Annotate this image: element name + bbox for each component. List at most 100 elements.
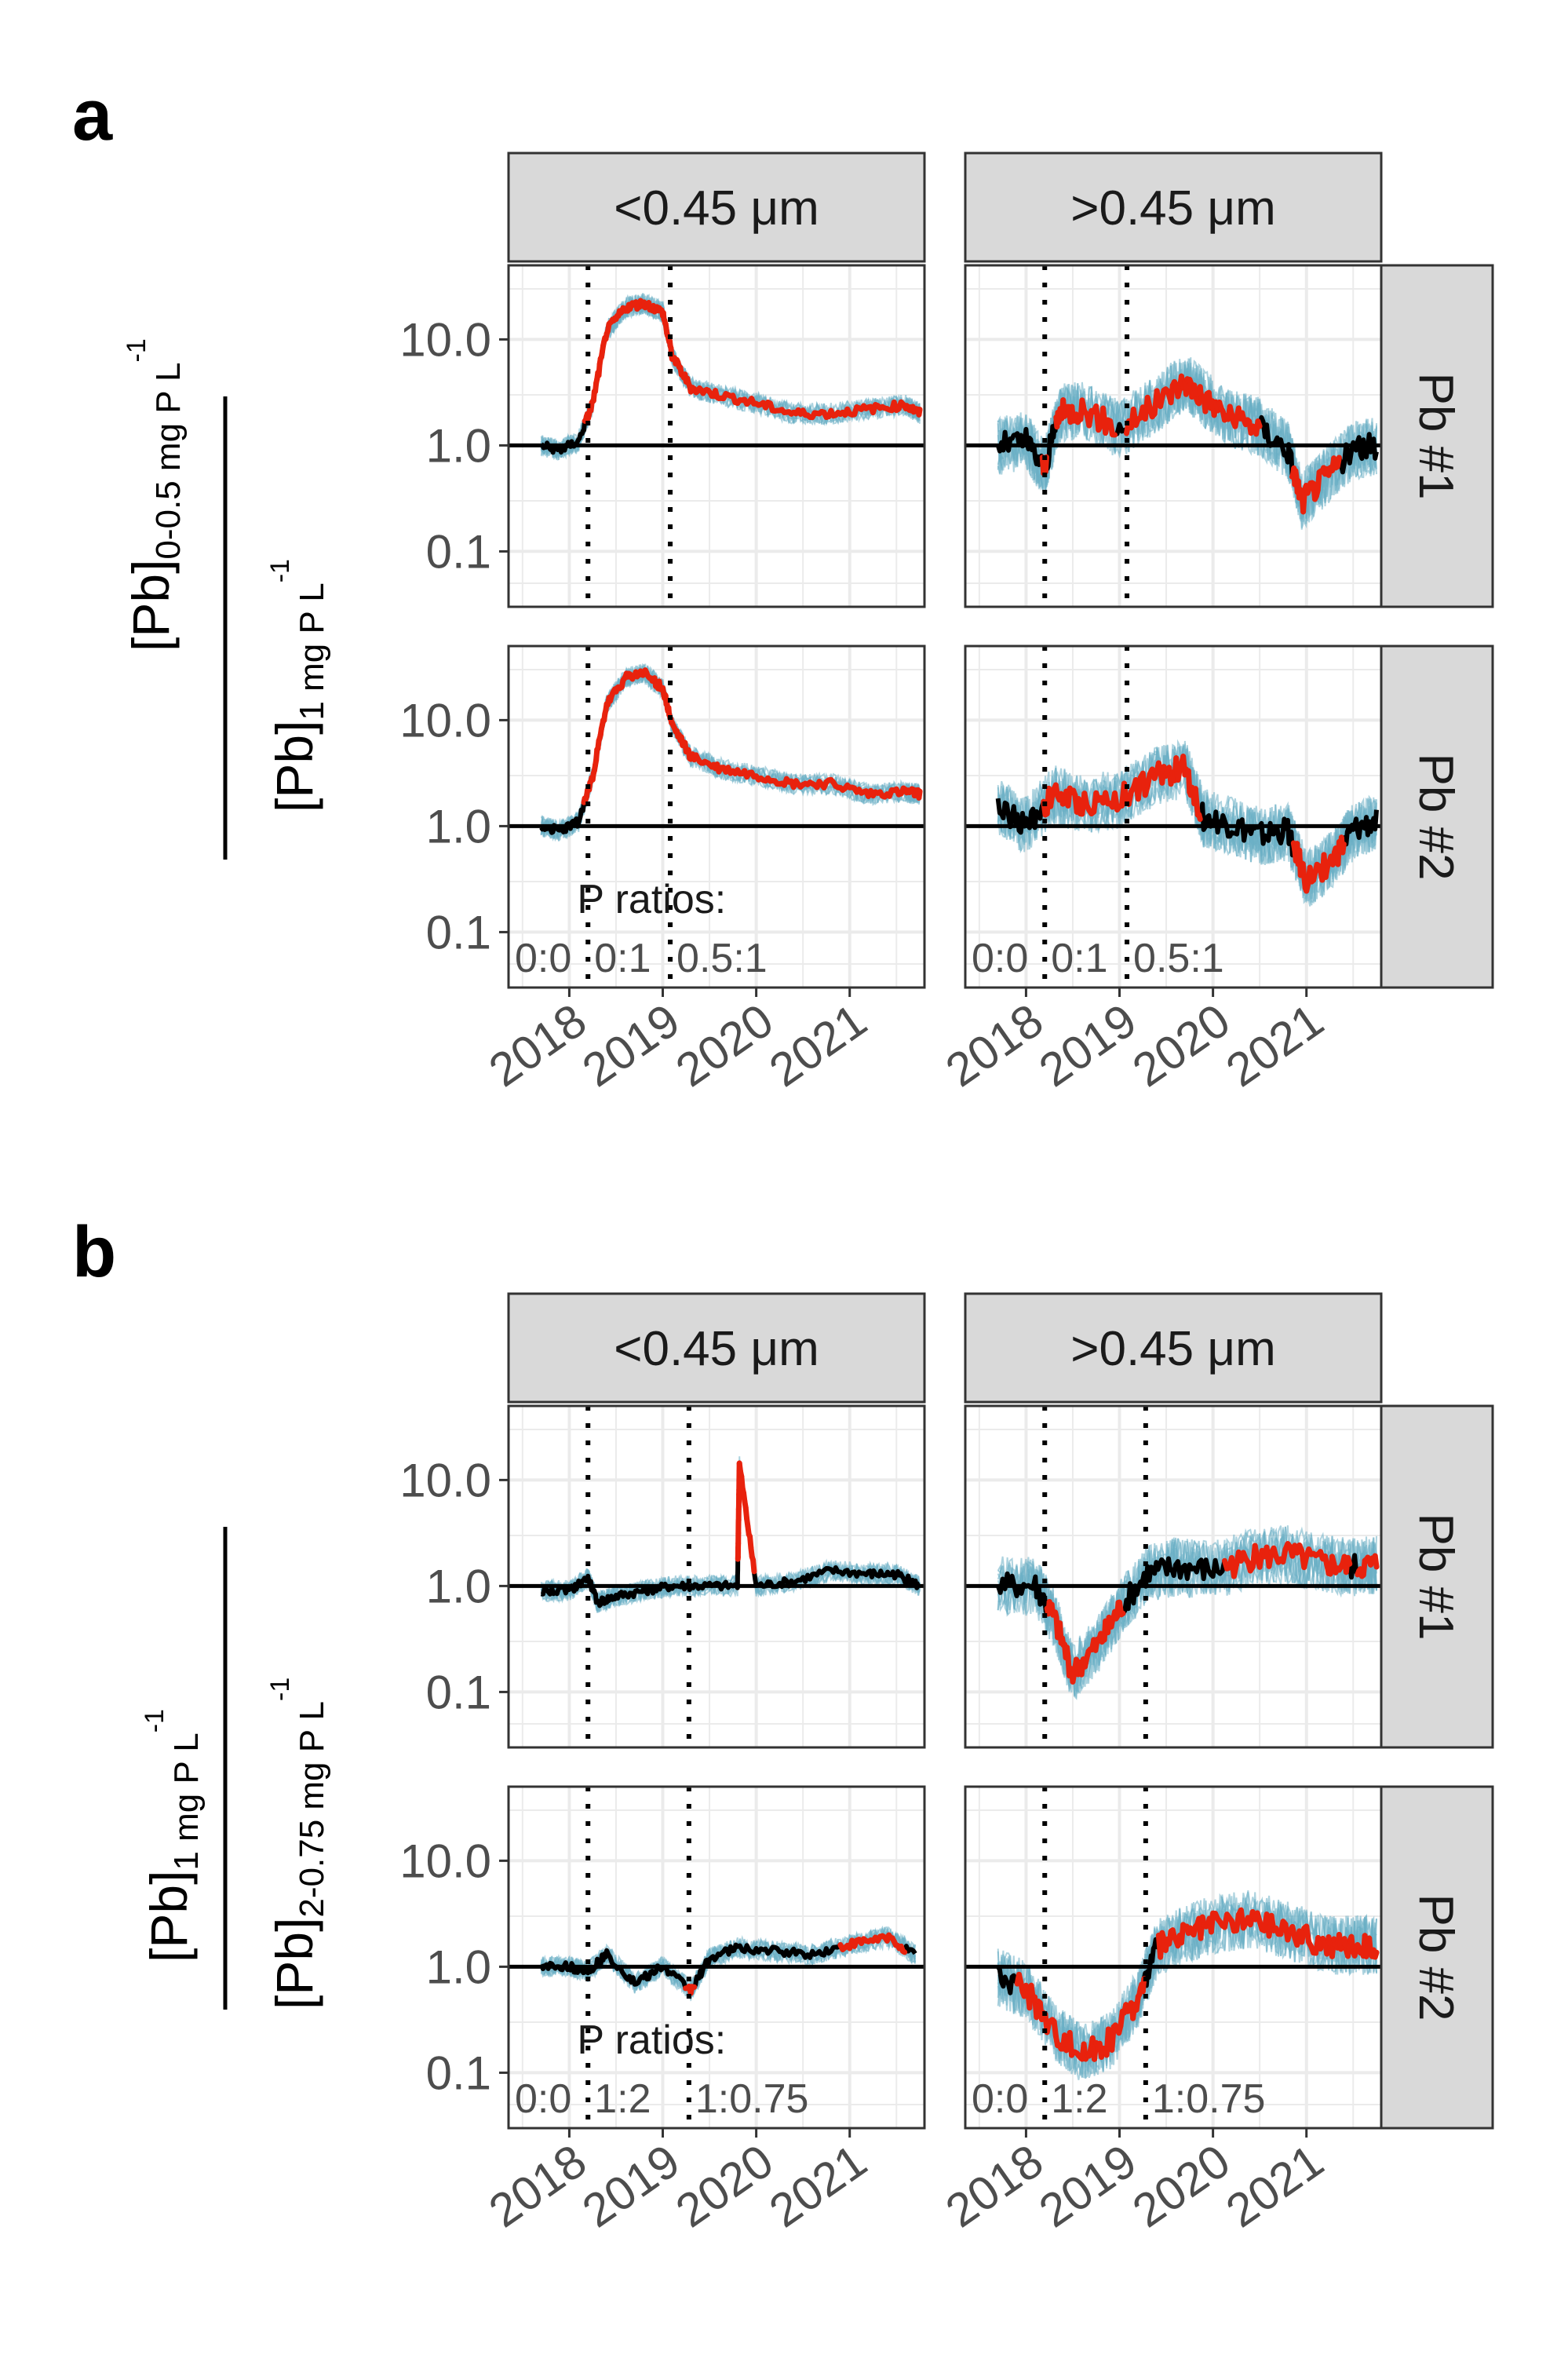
y-tick-label: 1.0 — [426, 800, 491, 853]
x-tick-label: 2021 — [760, 994, 876, 1097]
ylabel-b-den-main: [Pb] — [265, 1918, 323, 2010]
ylabel-b-den-sub: 2-0.75 mg P L — [293, 1701, 331, 1918]
svg-text:[Pb]2-0.75 mg P L-1: [Pb]2-0.75 mg P L-1 — [265, 1678, 331, 2010]
row-strip-label: Pb #1 — [1409, 1513, 1463, 1640]
y-tick-label: 0.1 — [426, 906, 491, 958]
facet-frame — [964, 264, 1383, 608]
ratio-label: 1:2 — [1051, 2076, 1107, 2122]
facet-0-1-1: 0:0 0:1 0.5:1 — [964, 644, 1383, 989]
row-strip-0-0 — [1380, 264, 1494, 608]
ylabel-a-den-sub: 1 mg P L — [293, 582, 331, 720]
ylabel-a-num-main: [Pb] — [122, 560, 180, 652]
facet-frame — [964, 1785, 1383, 2130]
x-tick-label: 2020 — [666, 2134, 782, 2237]
col-strip-1-1 — [964, 1292, 1383, 1404]
facet-1-1-1: 0:0 1:2 1:0.75 — [964, 1785, 1383, 2130]
row-strip-0-1 — [1380, 644, 1494, 989]
ensemble-line — [997, 743, 1377, 902]
ratio-label: 0:0 — [972, 2076, 1028, 2122]
x-tick-label: 2021 — [760, 2134, 876, 2237]
ratio-label: 0:1 — [1051, 936, 1107, 981]
row-strip-label: Pb #1 — [1409, 372, 1463, 499]
x-tick-label: 2018 — [936, 994, 1052, 1097]
significant-segment — [916, 788, 923, 801]
col-strip-0-0 — [507, 152, 926, 263]
ylabel-b-denominator: [Pb]2-0.75 mg P L-1 — [265, 1678, 331, 2010]
x-tick-label: 2019 — [1030, 2134, 1146, 2237]
ratio-label: 0:1 — [594, 936, 651, 981]
col-strip-0-1 — [964, 152, 1383, 263]
x-tick-label: 2021 — [1216, 994, 1333, 1097]
ylabel-a-numerator: [Pb]0-0.5 mg P L-1 — [122, 338, 188, 652]
facet-frame — [507, 644, 926, 989]
row-strip-1-0 — [1380, 1404, 1494, 1749]
facet-0-0-1 — [964, 264, 1383, 608]
col-strip-label: >0.45 μm — [1070, 181, 1275, 236]
ratio-title: P ratios: — [577, 877, 726, 922]
svg-text:[Pb]0-0.5 mg P L-1: [Pb]0-0.5 mg P L-1 — [122, 338, 188, 652]
significant-segment — [1135, 774, 1143, 802]
ratio-label: 0.5:1 — [676, 936, 768, 981]
significant-segment — [1300, 487, 1307, 515]
x-tick-label: 2019 — [1030, 994, 1146, 1097]
y-tick-label: 10.0 — [399, 694, 491, 747]
facet-0-1-0: P ratios:0:0 0:1 0.5:1 — [507, 644, 926, 989]
ylabel-a-denominator: [Pb]1 mg P L-1 — [265, 559, 331, 812]
panel-letter-b: b — [72, 1212, 116, 1292]
facet-1-0-1 — [964, 1404, 1383, 1749]
col-strip-label: >0.45 μm — [1070, 1322, 1275, 1376]
y-tick-label: 0.1 — [426, 2046, 491, 2099]
significant-segment — [1168, 382, 1176, 406]
significant-segment — [1334, 455, 1342, 470]
significant-segment — [916, 407, 923, 418]
x-tick-label: 2018 — [480, 994, 596, 1097]
x-tick-label: 2019 — [573, 2134, 689, 2237]
x-tick-label: 2019 — [573, 994, 689, 1097]
y-tick-label: 10.0 — [399, 1835, 491, 1887]
median-line — [540, 1461, 921, 1608]
col-strip-label: <0.45 μm — [614, 1322, 819, 1376]
ratio-label: 0:0 — [972, 936, 1028, 981]
significant-segment — [1315, 469, 1322, 493]
y-tick-label: 0.1 — [426, 1666, 491, 1718]
panels-layer: <0.45 μm >0.45 μm Pb #1 0.1 1.0 10.0 Pb #2 0.1 1… — [399, 152, 1494, 2237]
svg-text:[Pb]1 mg P L-1: [Pb]1 mg P L-1 — [265, 559, 331, 812]
significant-segment — [1340, 841, 1347, 856]
x-tick-label: 2018 — [936, 2134, 1052, 2237]
significant-segment — [1208, 1910, 1216, 1935]
row-strip-1-1 — [1380, 1785, 1494, 2130]
significant-segment — [899, 1948, 908, 1955]
facet-0-0-0 — [507, 264, 926, 608]
ylabel-b-den-sup: -1 — [265, 1678, 295, 1701]
ylabel-b-num-sup: -1 — [140, 1709, 170, 1732]
ratio-label: 0:0 — [515, 936, 571, 981]
facet-frame — [964, 1404, 1383, 1749]
ylabel-b-num-sub: 1 mg P L — [167, 1732, 206, 1870]
ensemble-line — [997, 361, 1377, 523]
ratio-label: 1:0.75 — [1152, 2076, 1266, 2122]
significant-segment — [1109, 2024, 1117, 2053]
ylabel-a-den-sup: -1 — [265, 559, 295, 582]
ylabel-b-numerator: [Pb]1 mg P L-1 — [140, 1709, 206, 1962]
ratio-title: P ratios: — [577, 2017, 726, 2063]
ylabel-a-num-sub: 0-0.5 mg P L — [149, 362, 188, 559]
y-tick-label: 10.0 — [399, 313, 491, 366]
ylabel-b-num-main: [Pb] — [140, 1871, 198, 1962]
ratio-label: 0.5:1 — [1133, 936, 1224, 981]
significant-segment — [750, 1557, 757, 1575]
ratio-label: 1:2 — [594, 2076, 651, 2122]
y-tick-label: 10.0 — [399, 1454, 491, 1506]
significant-segment — [1372, 1949, 1380, 1960]
svg-text:[Pb]1 mg P L-1: [Pb]1 mg P L-1 — [140, 1709, 206, 1962]
x-tick-label: 2020 — [666, 994, 782, 1097]
ylabel-a-den-main: [Pb] — [265, 721, 323, 812]
significant-segment — [1255, 418, 1263, 429]
x-tick-label: 2020 — [1123, 994, 1239, 1097]
x-tick-label: 2020 — [1123, 2134, 1239, 2237]
facet-frame — [507, 264, 926, 608]
y-tick-label: 1.0 — [426, 1941, 491, 1993]
x-tick-label: 2021 — [1216, 2134, 1333, 2237]
significant-segment — [1196, 812, 1203, 822]
significant-segment — [1118, 1610, 1126, 1618]
row-strip-label: Pb #2 — [1409, 1893, 1463, 2021]
